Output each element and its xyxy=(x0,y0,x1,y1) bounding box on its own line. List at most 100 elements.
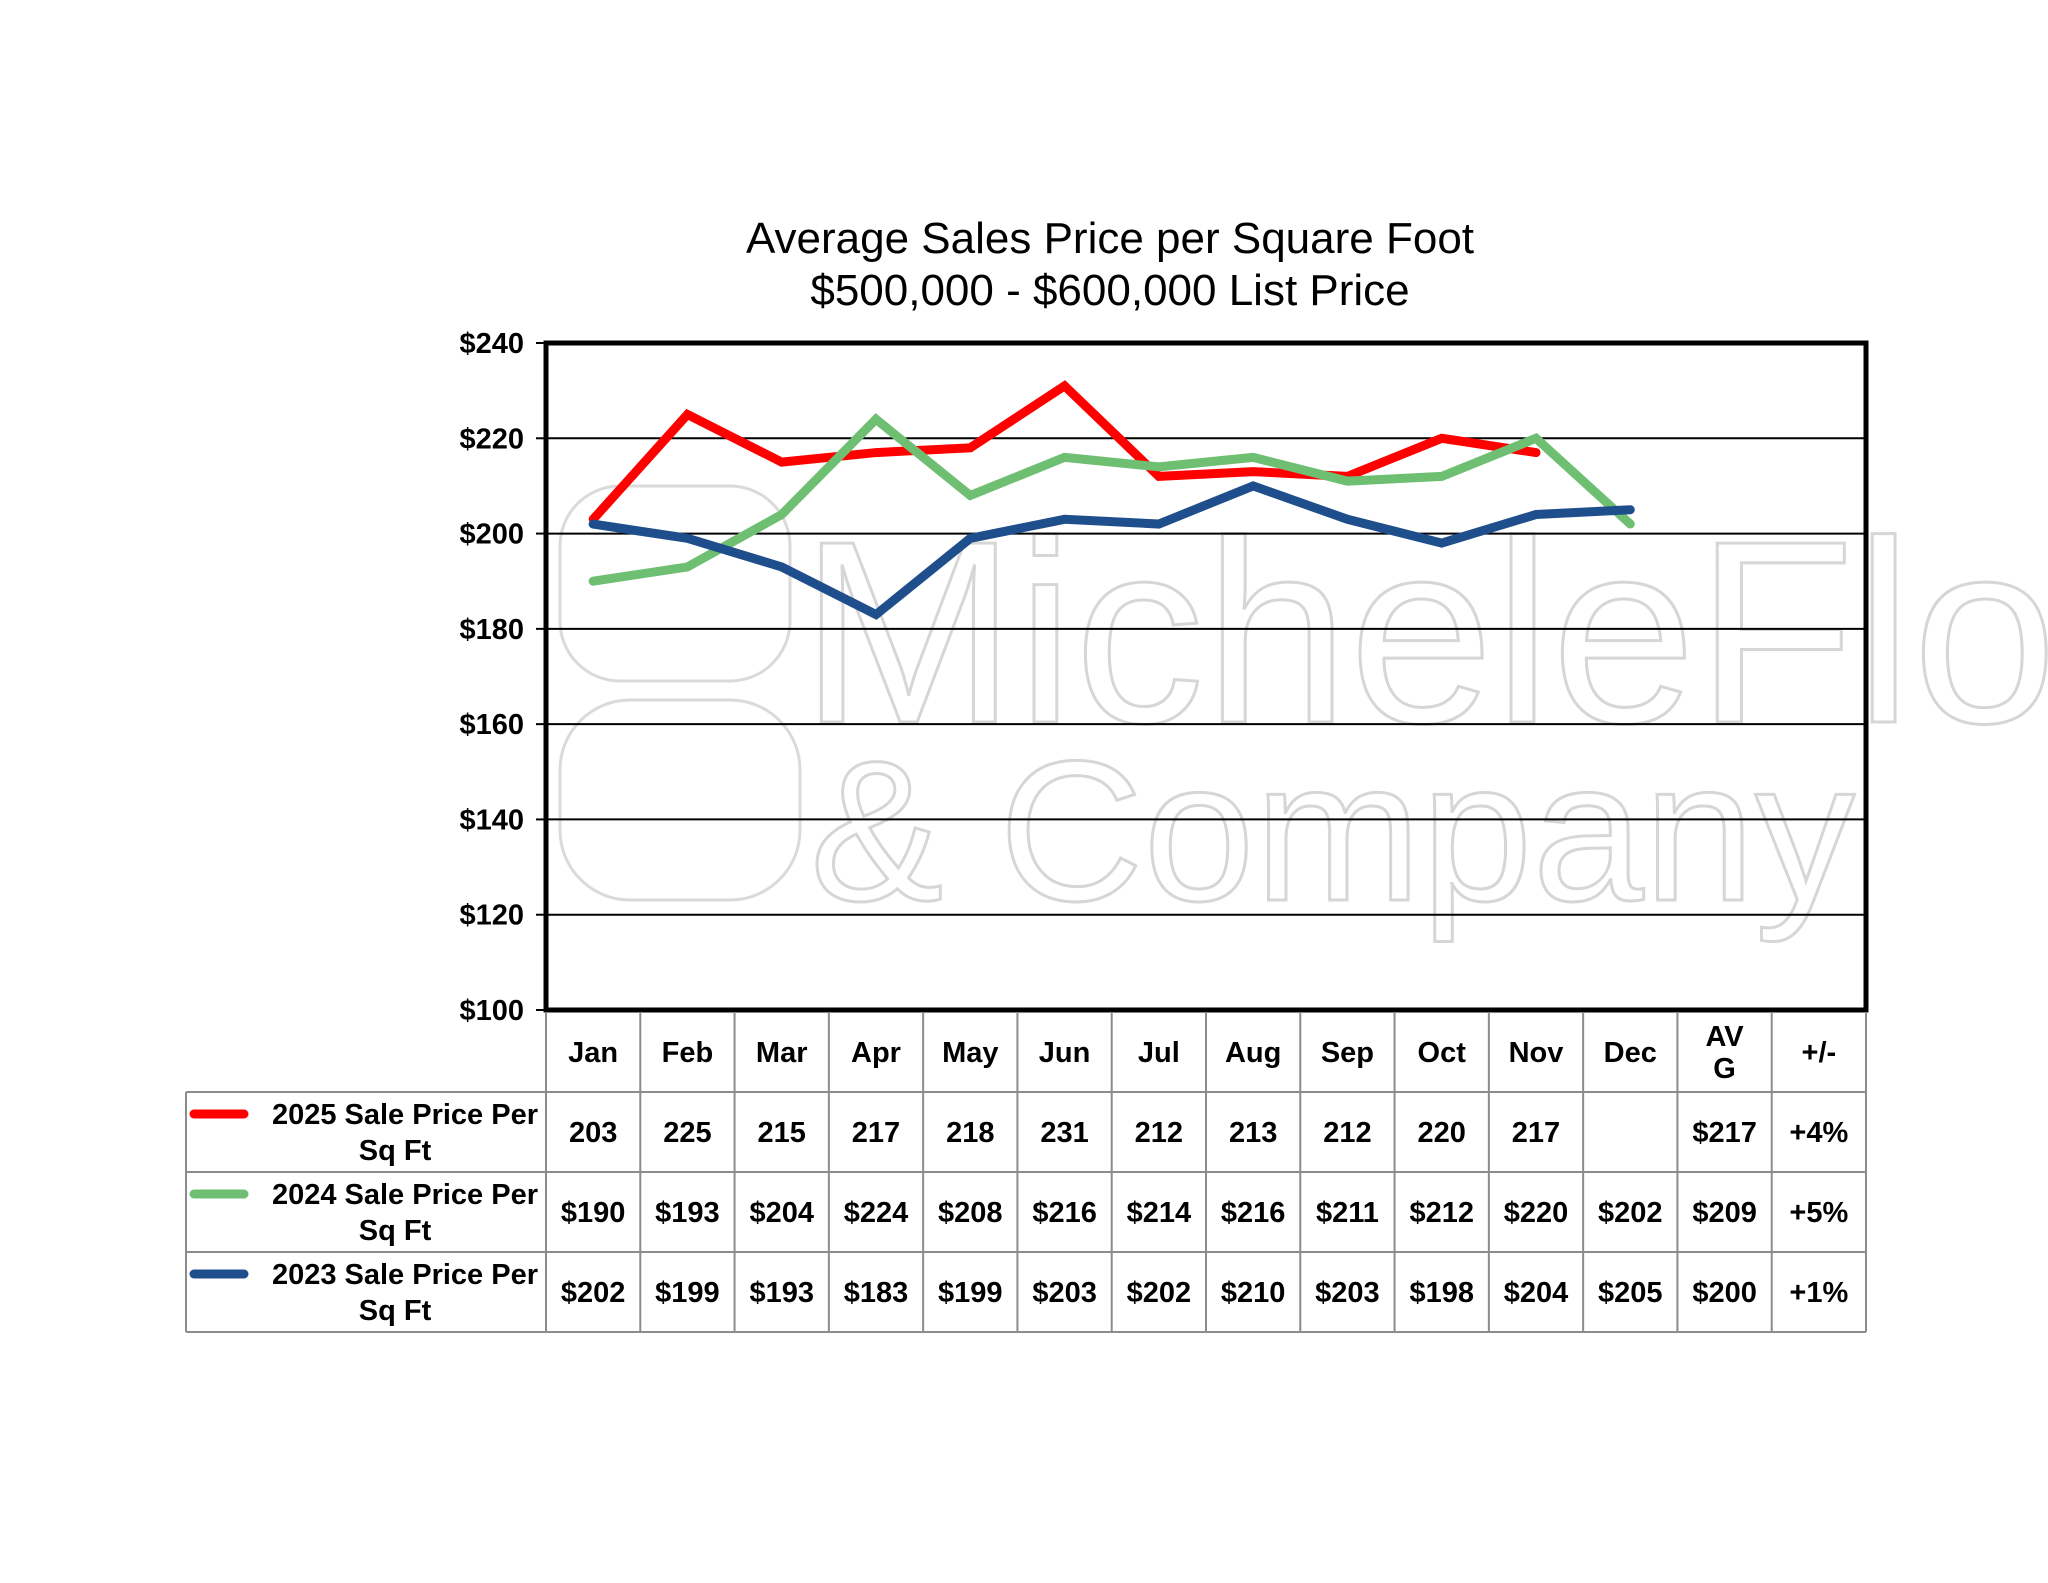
table-header-cell: May xyxy=(942,1037,998,1069)
data-point xyxy=(1535,451,1537,454)
table-value-cell: 212 xyxy=(1135,1117,1183,1149)
table-value-cell: +4% xyxy=(1789,1117,1848,1149)
series-line-3 xyxy=(588,481,1635,620)
data-point xyxy=(969,494,972,497)
series-name: 2025 Sale Price Per xyxy=(272,1099,538,1131)
watermark-monogram-shape xyxy=(558,698,802,902)
data-point xyxy=(592,580,595,583)
data-point xyxy=(686,413,689,416)
table-value-cell: 215 xyxy=(758,1117,806,1149)
watermark-line2: & Company xyxy=(810,720,1855,943)
table-header-cell: Nov xyxy=(1509,1037,1564,1069)
data-point xyxy=(780,513,783,516)
table-header-cell: Mar xyxy=(756,1037,808,1069)
data-point xyxy=(686,565,689,568)
series-line-2 xyxy=(588,413,1635,586)
series-lines xyxy=(588,380,1635,620)
data-point xyxy=(875,451,877,454)
table-value-cell: $205 xyxy=(1598,1277,1663,1309)
plot-frame xyxy=(543,340,1869,1013)
y-tick-label: $120 xyxy=(459,900,524,932)
table-value-cell: $211 xyxy=(1316,1197,1379,1229)
table-value-cell: +1% xyxy=(1789,1277,1848,1309)
y-axis-ticks: $100 $120 $140 $160 $180 $200 $220 $240 xyxy=(459,328,546,1027)
table-value-cell: $216 xyxy=(1032,1197,1097,1229)
y-tick-label: $200 xyxy=(459,519,524,551)
table-value-cell: $193 xyxy=(749,1277,814,1309)
table-header-cell: Sep xyxy=(1321,1037,1374,1069)
data-point xyxy=(1535,513,1537,516)
table-header-cell: Oct xyxy=(1418,1037,1467,1069)
y-tick-label: $180 xyxy=(459,614,524,646)
series-name: Sq Ft xyxy=(359,1295,432,1327)
table-value-cell: $183 xyxy=(844,1277,909,1309)
table-value-cell: $202 xyxy=(561,1277,626,1309)
series-name: Sq Ft xyxy=(359,1215,432,1247)
data-point xyxy=(969,537,972,540)
table-header-cell: Jan xyxy=(568,1037,618,1069)
table-value-cell: $202 xyxy=(1127,1277,1192,1309)
table-value-cell: 213 xyxy=(1229,1117,1277,1149)
y-tick-label: $240 xyxy=(459,328,524,360)
table-value-cell: $212 xyxy=(1409,1197,1474,1229)
table-value-cell: $199 xyxy=(655,1277,720,1309)
data-point xyxy=(1063,456,1066,459)
table-value-cell: 217 xyxy=(1512,1117,1560,1149)
data-point xyxy=(1157,465,1160,468)
table-header-cell: AV xyxy=(1706,1021,1745,1053)
data-point xyxy=(1535,437,1537,440)
table-header-cell: Aug xyxy=(1225,1037,1281,1069)
table-value-cell: $202 xyxy=(1598,1197,1663,1229)
data-point xyxy=(1157,523,1160,526)
table-value-cell: +5% xyxy=(1789,1197,1848,1229)
y-tick-label: $220 xyxy=(459,423,524,455)
table-value-cell: $209 xyxy=(1692,1197,1757,1229)
watermark-logo: MicheleFlory & Company xyxy=(558,484,2048,945)
data-point xyxy=(1346,518,1349,521)
table-value-cell: $198 xyxy=(1409,1277,1474,1309)
table-header-cell: Feb xyxy=(662,1037,714,1069)
table-header-cell: +/- xyxy=(1802,1037,1837,1069)
table-header-cell: Jul xyxy=(1138,1037,1180,1069)
data-point xyxy=(1157,475,1160,478)
data-point xyxy=(592,523,595,526)
table-value-cell: $210 xyxy=(1221,1277,1286,1309)
table-value-cell: 220 xyxy=(1418,1117,1466,1149)
table-value-cell: $203 xyxy=(1315,1277,1380,1309)
data-point xyxy=(1440,542,1443,545)
data-point xyxy=(875,418,877,421)
table-header-cell: Jun xyxy=(1039,1037,1091,1069)
table-value-cell: $217 xyxy=(1692,1117,1757,1149)
data-table: Jan Feb Mar Apr May Jun Jul Aug Sep Oct Nov Dec AVG +… xyxy=(185,1012,1867,1333)
y-tick-label: $100 xyxy=(459,995,524,1027)
table-value-cell: $190 xyxy=(561,1197,626,1229)
table-value-cell: $193 xyxy=(655,1197,720,1229)
table-value-cell: $216 xyxy=(1221,1197,1286,1229)
data-point xyxy=(780,565,783,568)
data-point xyxy=(1440,475,1443,478)
series-name: 2023 Sale Price Per xyxy=(272,1259,538,1291)
table-value-cell: $203 xyxy=(1032,1277,1097,1309)
chart-title: Average Sales Price per Square Foot xyxy=(746,214,1474,263)
data-point xyxy=(1252,456,1255,459)
table-value-cell: $204 xyxy=(749,1197,814,1229)
data-point xyxy=(875,613,877,616)
data-point xyxy=(780,461,783,464)
table-value-cell: $214 xyxy=(1127,1197,1192,1229)
data-point xyxy=(1629,508,1632,511)
table-value-cell: $224 xyxy=(844,1197,909,1229)
table-value-cell: 225 xyxy=(663,1117,711,1149)
watermark-monogram-shape xyxy=(558,484,792,683)
y-tick-label: $160 xyxy=(459,709,524,741)
series-name: 2024 Sale Price Per xyxy=(272,1179,538,1211)
table-value-cell: $200 xyxy=(1692,1277,1757,1309)
data-point xyxy=(1629,523,1632,526)
table-value-cell: 203 xyxy=(569,1117,617,1149)
data-point xyxy=(686,537,689,540)
data-point xyxy=(1346,480,1349,483)
data-point xyxy=(1440,437,1443,440)
table-value-cell: 212 xyxy=(1323,1117,1371,1149)
table-value-cell: 218 xyxy=(946,1117,994,1149)
table-value-cell: $199 xyxy=(938,1277,1003,1309)
